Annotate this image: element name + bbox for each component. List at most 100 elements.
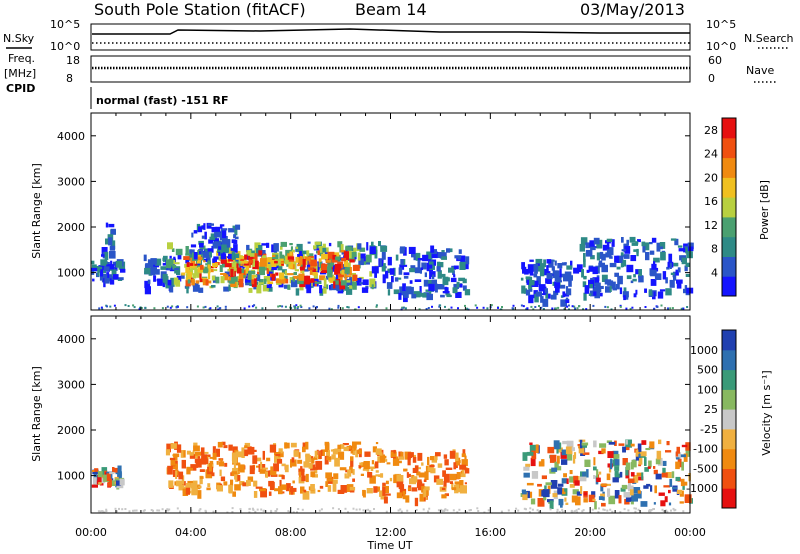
freq-tick-low: 8 — [66, 72, 73, 85]
echo-cell — [248, 511, 251, 514]
echo-cell — [582, 509, 585, 512]
echo-cell — [602, 244, 610, 251]
echo-cell — [167, 242, 173, 250]
echo-cell — [665, 277, 668, 284]
echo-cell — [344, 476, 350, 479]
echo-cell — [637, 490, 641, 494]
echo-cell — [659, 289, 666, 292]
echo-cell — [204, 231, 207, 240]
echo-cell — [672, 274, 675, 278]
echo-cell — [344, 273, 347, 281]
echo-cell — [598, 507, 600, 510]
echo-cell — [224, 305, 227, 308]
colorbar-tick-label: -25 — [700, 423, 718, 436]
echo-cell — [523, 466, 530, 471]
echo-cell — [511, 307, 514, 310]
echo-cell — [290, 442, 297, 448]
echo-cell — [191, 487, 198, 496]
echo-cell — [572, 489, 579, 495]
echo-cell — [592, 304, 595, 307]
echo-cell — [411, 487, 418, 492]
echo-cell — [665, 510, 668, 513]
echo-cell — [115, 260, 123, 268]
echo-cell — [566, 265, 573, 270]
echo-cell — [261, 243, 268, 246]
velocity-y-axis-label: Slant Range [km] — [30, 366, 43, 462]
echo-cell — [379, 490, 385, 497]
echo-cell — [561, 262, 567, 266]
echo-cell — [185, 267, 190, 273]
echo-cell — [598, 450, 604, 455]
echo-cell — [110, 228, 116, 235]
echo-cell — [576, 307, 579, 310]
echo-cell — [337, 508, 340, 511]
echo-cell — [284, 464, 289, 473]
echo-cell — [201, 225, 204, 229]
echo-cell — [397, 509, 400, 512]
echo-cell — [591, 491, 596, 498]
echo-cell — [648, 460, 652, 468]
echo-cell — [521, 262, 525, 270]
echo-cell — [378, 474, 382, 477]
echo-cell — [563, 473, 567, 478]
echo-cell — [263, 253, 267, 256]
echo-cell — [179, 510, 181, 513]
echo-cell — [343, 251, 349, 260]
echo-cell — [278, 451, 284, 458]
echo-cell — [658, 492, 665, 496]
echo-cell — [407, 453, 412, 458]
echo-cell — [644, 467, 649, 472]
echo-cell — [469, 509, 472, 511]
echo-cell — [525, 508, 527, 511]
echo-cell — [360, 253, 366, 262]
echo-cell — [178, 471, 184, 480]
echo-cell — [449, 481, 453, 484]
echo-cell — [180, 273, 185, 279]
echo-cell — [565, 297, 569, 301]
echo-cell — [586, 469, 589, 478]
echo-cell — [682, 481, 688, 486]
echo-cell — [675, 269, 679, 276]
echo-cell — [100, 269, 103, 277]
colorbar-segment — [722, 197, 736, 218]
echo-cell — [366, 242, 369, 251]
echo-cell — [223, 445, 228, 449]
echo-cell — [631, 459, 637, 468]
echo-cell — [538, 461, 545, 467]
echo-cell — [357, 306, 360, 309]
echo-cell — [199, 245, 206, 250]
echo-cell — [684, 265, 688, 272]
echo-cell — [668, 489, 671, 494]
echo-cell — [347, 469, 352, 477]
echo-cell — [373, 508, 375, 510]
echo-cell — [230, 262, 237, 271]
echo-cell — [601, 448, 606, 454]
echo-cell — [575, 496, 581, 506]
echo-cell — [308, 462, 312, 469]
echo-cell — [133, 306, 136, 309]
echo-cell — [683, 453, 688, 462]
echo-cell — [528, 511, 531, 514]
echo-cell — [561, 449, 567, 456]
echo-cell — [310, 268, 317, 272]
echo-cell — [299, 286, 304, 291]
echo-cell — [147, 279, 151, 284]
echo-cell — [153, 275, 157, 282]
echo-cell — [525, 271, 532, 274]
echo-cell — [166, 305, 169, 308]
echo-cell — [109, 278, 115, 285]
echo-cell — [670, 509, 672, 512]
echo-cell — [269, 481, 275, 491]
echo-cell — [324, 443, 330, 451]
echo-cell — [345, 246, 352, 252]
echo-cell — [223, 481, 228, 486]
echo-cell — [279, 272, 285, 280]
echo-cell — [261, 307, 264, 310]
echo-cell — [394, 277, 399, 282]
echo-cell — [212, 258, 217, 264]
echo-cell — [653, 502, 656, 505]
echo-cell — [317, 250, 320, 255]
echo-cell — [520, 304, 523, 307]
echo-cell — [160, 266, 167, 270]
echo-cell — [414, 267, 421, 274]
